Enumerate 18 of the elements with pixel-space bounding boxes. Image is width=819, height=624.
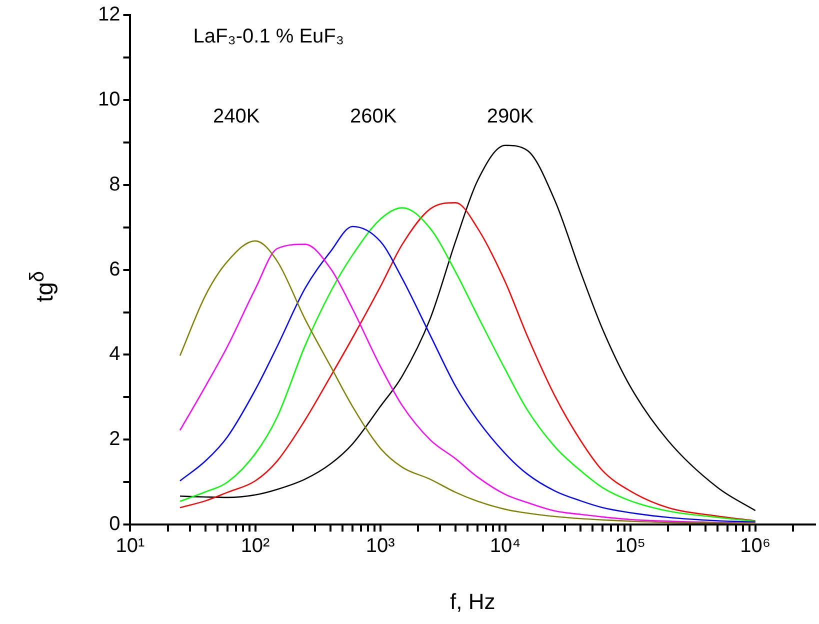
text: LaF₃-0.1 % EuF₃: [193, 26, 344, 48]
annotation: 260K: [350, 106, 398, 128]
y-tick-label: 12: [98, 4, 120, 26]
x-tick-label: 10¹: [116, 535, 146, 558]
y-tick-label: 0: [109, 513, 120, 536]
x-tick-label: 10²: [240, 535, 270, 558]
x-axis-title: f, Hz: [450, 588, 496, 614]
y-tick-label: 8: [109, 173, 120, 196]
x-tick-label: 10³: [366, 535, 396, 558]
x-tick-label: 10⁵: [615, 535, 646, 558]
y-tick-label: 6: [109, 258, 120, 280]
y-tick-label: 10: [98, 88, 120, 110]
x-tick-label: 10⁴: [490, 535, 521, 558]
annotation: 290K: [486, 106, 534, 128]
y-tick-label: 4: [109, 343, 120, 366]
y-tick-label: 2: [109, 428, 120, 450]
x-tick-label: 10⁶: [740, 535, 771, 558]
annotation: 240K: [213, 106, 260, 128]
